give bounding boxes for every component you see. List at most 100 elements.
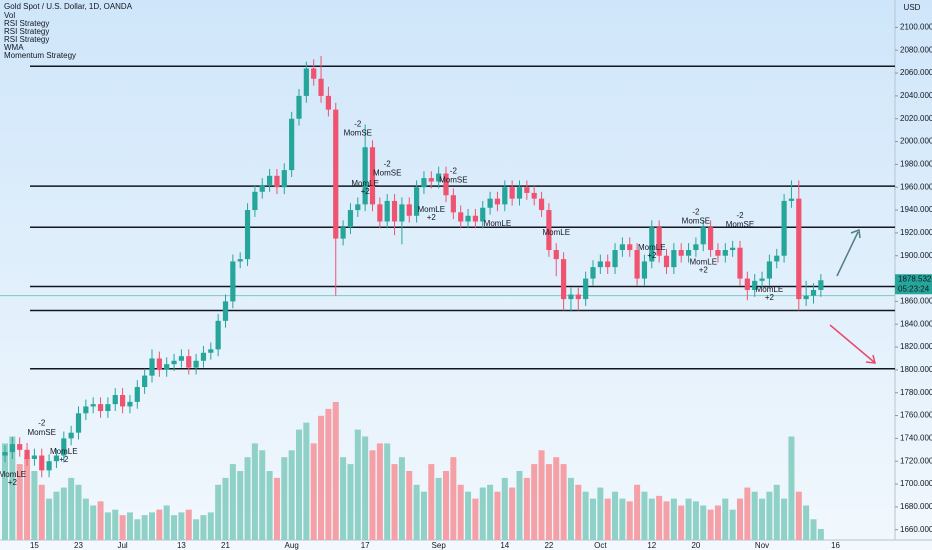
x-tick-label: Aug bbox=[285, 541, 299, 550]
candle-body bbox=[737, 247, 743, 279]
candle-body bbox=[465, 215, 471, 222]
strategy-annotation: MomLE bbox=[50, 447, 78, 456]
volume-bar bbox=[435, 477, 442, 540]
volume-bar bbox=[134, 519, 141, 540]
candle-body bbox=[509, 187, 515, 199]
volume-bar bbox=[428, 464, 435, 540]
y-tick-label: 1660.000 bbox=[900, 525, 932, 534]
candle-body bbox=[649, 227, 655, 262]
strategy-annotation: MomLE bbox=[689, 258, 717, 267]
candle-body bbox=[693, 244, 699, 251]
candle-body bbox=[428, 178, 434, 182]
indicator-label: RSI Strategy bbox=[4, 35, 49, 44]
volume-bar bbox=[501, 477, 508, 540]
volume-bar bbox=[259, 450, 266, 540]
y-tick-label: 1800.000 bbox=[900, 365, 932, 374]
volume-bar bbox=[457, 484, 464, 540]
candle-body bbox=[164, 364, 170, 370]
candle-body bbox=[208, 349, 214, 353]
y-tick-label: 1920.000 bbox=[900, 228, 932, 237]
candle-body bbox=[752, 280, 758, 290]
indicator-label: Momentum Strategy bbox=[4, 51, 76, 60]
candle-body bbox=[259, 184, 265, 192]
y-tick-label: 1840.000 bbox=[900, 319, 932, 328]
volume-bar bbox=[75, 484, 82, 540]
candle-body bbox=[641, 261, 648, 279]
x-tick-label: 17 bbox=[361, 541, 370, 550]
volume-bar bbox=[531, 464, 538, 540]
candle-body bbox=[436, 173, 442, 182]
candle-body bbox=[715, 250, 721, 256]
up-arrow bbox=[836, 231, 859, 277]
strategy-annotation: MomLE bbox=[542, 228, 570, 237]
candle-body bbox=[296, 95, 302, 119]
candle-body bbox=[678, 250, 684, 256]
candle-body bbox=[546, 210, 552, 251]
candle-body bbox=[53, 455, 60, 462]
strategy-annotation: +2 bbox=[8, 478, 18, 487]
volume-bar bbox=[384, 443, 391, 540]
volume-bar bbox=[149, 512, 155, 540]
volume-bar bbox=[590, 498, 596, 540]
strategy-annotation: MomLE bbox=[638, 243, 666, 252]
candle-body bbox=[480, 207, 486, 222]
strategy-annotation: MomSE bbox=[439, 175, 467, 184]
candle-body bbox=[663, 255, 670, 268]
volume-bar bbox=[237, 471, 244, 540]
volume-bar bbox=[303, 422, 310, 540]
candle-body bbox=[803, 295, 809, 300]
strategy-annotation: -2 bbox=[450, 166, 458, 175]
candle-body bbox=[634, 250, 640, 279]
volume-bar bbox=[678, 505, 685, 540]
volume-bar bbox=[332, 402, 339, 540]
candle-body bbox=[355, 204, 361, 211]
candle-body bbox=[450, 195, 456, 213]
y-tick-label: 2080.000 bbox=[900, 45, 932, 54]
volume-bar bbox=[700, 505, 707, 540]
x-tick-label: 23 bbox=[74, 541, 83, 550]
candle-body bbox=[215, 320, 221, 350]
candle-body bbox=[75, 413, 82, 433]
candle-body bbox=[774, 255, 780, 262]
candle-body bbox=[538, 198, 545, 211]
volume-bar bbox=[266, 471, 273, 540]
indicator-label: RSI Strategy bbox=[4, 19, 49, 28]
volume-bar bbox=[104, 512, 111, 540]
volume-bar bbox=[347, 464, 354, 540]
candle-body bbox=[788, 198, 795, 201]
candle-body bbox=[759, 278, 765, 281]
y-tick-label: 1940.000 bbox=[900, 205, 932, 214]
volume-bar bbox=[619, 498, 626, 540]
candle-body bbox=[252, 191, 258, 211]
volume-bar bbox=[523, 477, 530, 540]
indicator-label: RSI Strategy bbox=[4, 27, 49, 36]
candle-body bbox=[325, 95, 331, 110]
y-tick-label: 1720.000 bbox=[900, 456, 932, 465]
volume-bar bbox=[759, 498, 766, 540]
volume-bar bbox=[46, 498, 53, 540]
up-arrow-head bbox=[850, 228, 861, 239]
down-arrow bbox=[829, 324, 875, 363]
strategy-annotation: MomSE bbox=[726, 220, 754, 229]
x-tick-label: Sep bbox=[432, 541, 447, 550]
y-tick-label: 1760.000 bbox=[900, 411, 932, 420]
volume-bar bbox=[112, 509, 119, 540]
x-tick-label: 14 bbox=[500, 541, 509, 550]
volume-bar bbox=[817, 528, 824, 540]
candle-body bbox=[200, 352, 207, 361]
candle-body bbox=[281, 170, 287, 188]
x-tick-label: 16 bbox=[831, 541, 840, 550]
y-tick-label: 1980.000 bbox=[900, 160, 932, 169]
volume-bar bbox=[325, 408, 332, 540]
volume-bar bbox=[82, 498, 89, 540]
x-tick-label: 22 bbox=[544, 541, 553, 550]
candle-body bbox=[186, 356, 192, 368]
candle-body bbox=[605, 261, 611, 268]
volume-bar bbox=[707, 509, 714, 540]
candle-body bbox=[340, 227, 346, 239]
volume-bar bbox=[296, 429, 302, 540]
volume-bar bbox=[251, 443, 258, 540]
volume-bar bbox=[788, 436, 795, 540]
candle-body bbox=[24, 449, 30, 459]
candle-body bbox=[561, 259, 567, 300]
